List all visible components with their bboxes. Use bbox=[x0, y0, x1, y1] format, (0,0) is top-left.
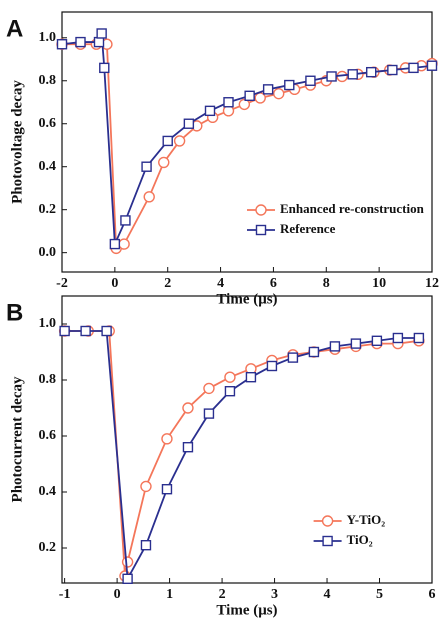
x-tick-label: 10 bbox=[372, 276, 386, 291]
marker bbox=[223, 97, 234, 108]
marker bbox=[245, 372, 257, 383]
marker bbox=[173, 135, 186, 147]
x-tick-label: -2 bbox=[56, 276, 68, 291]
marker bbox=[161, 484, 173, 495]
marker bbox=[96, 28, 107, 39]
x-tick-label: 0 bbox=[111, 276, 118, 291]
marker bbox=[203, 408, 215, 419]
marker bbox=[224, 386, 236, 397]
marker bbox=[141, 161, 152, 172]
marker bbox=[326, 71, 337, 82]
x-tick-label: 4 bbox=[217, 276, 224, 291]
x-tick-label: 2 bbox=[219, 587, 226, 602]
marker bbox=[183, 118, 195, 129]
legend-marker bbox=[255, 224, 267, 236]
x-tick-label: 4 bbox=[324, 587, 331, 602]
x-tick-label: 6 bbox=[429, 587, 436, 602]
y-tick-label: 0.8 bbox=[39, 73, 57, 88]
x-tick-label: 5 bbox=[376, 587, 383, 602]
marker bbox=[266, 360, 278, 372]
marker bbox=[162, 135, 173, 147]
marker bbox=[366, 66, 377, 78]
marker bbox=[143, 191, 155, 203]
marker bbox=[305, 75, 316, 86]
marker bbox=[59, 325, 70, 337]
marker bbox=[387, 64, 398, 76]
marker bbox=[347, 69, 358, 80]
y-tick-label: 1.0 bbox=[39, 30, 57, 45]
x-tick-label: 0 bbox=[114, 587, 121, 602]
marker bbox=[203, 382, 215, 395]
marker bbox=[140, 540, 152, 551]
x-tick-label: 1 bbox=[166, 587, 173, 602]
marker bbox=[80, 325, 91, 337]
marker bbox=[118, 238, 130, 250]
marker bbox=[109, 238, 121, 250]
y-axis-title: Photocurrent decay bbox=[9, 376, 25, 502]
y-tick-label: 0.4 bbox=[39, 159, 57, 174]
legend-text: Y-TiO₂ bbox=[347, 512, 386, 527]
x-tick-label: 3 bbox=[271, 587, 278, 602]
x-tick-label: 6 bbox=[270, 276, 277, 291]
y-tick-label: 0.2 bbox=[39, 540, 57, 555]
marker bbox=[93, 36, 105, 48]
marker bbox=[284, 79, 295, 91]
y-tick-label: 0.6 bbox=[39, 428, 57, 443]
y-tick-label: 0.0 bbox=[39, 245, 57, 260]
series-line bbox=[61, 33, 433, 245]
x-tick-label: -1 bbox=[59, 587, 71, 602]
marker bbox=[413, 332, 425, 344]
y-tick-label: 0.2 bbox=[39, 202, 57, 217]
marker bbox=[426, 60, 438, 71]
marker bbox=[121, 556, 134, 568]
marker bbox=[204, 105, 216, 117]
marker bbox=[408, 62, 419, 74]
marker bbox=[120, 215, 131, 226]
legend-text: Reference bbox=[280, 221, 336, 236]
marker bbox=[75, 36, 86, 48]
marker bbox=[371, 335, 383, 346]
marker bbox=[158, 156, 170, 169]
legend-text: TiO₂ bbox=[347, 532, 373, 547]
marker bbox=[161, 433, 173, 445]
plot-frame bbox=[61, 295, 433, 584]
marker bbox=[56, 39, 68, 50]
y-tick-label: 1.0 bbox=[39, 316, 57, 331]
legend-marker bbox=[255, 204, 267, 216]
panel-label: A bbox=[6, 15, 23, 42]
marker bbox=[273, 87, 285, 100]
marker bbox=[182, 442, 194, 453]
legend-marker bbox=[321, 515, 334, 527]
marker bbox=[262, 84, 274, 95]
y-tick-label: 0.6 bbox=[39, 116, 57, 131]
marker bbox=[99, 62, 110, 74]
marker bbox=[224, 371, 236, 383]
marker bbox=[244, 90, 255, 102]
marker bbox=[101, 325, 112, 337]
x-tick-label: 8 bbox=[323, 276, 330, 291]
y-axis-title: Photovoltage decay bbox=[9, 80, 25, 204]
legend-marker bbox=[322, 535, 333, 547]
y-tick-label: 0.8 bbox=[39, 372, 57, 387]
marker bbox=[350, 338, 362, 349]
marker bbox=[140, 480, 152, 493]
marker bbox=[308, 346, 320, 358]
marker bbox=[392, 332, 404, 344]
x-axis-title: Time (μs) bbox=[216, 291, 277, 307]
x-axis-title: Time (μs) bbox=[216, 602, 277, 618]
panel-label: B bbox=[6, 299, 23, 326]
legend-text: Enhanced re-construction bbox=[280, 201, 425, 216]
marker bbox=[238, 98, 251, 111]
y-tick-label: 0.4 bbox=[39, 484, 57, 499]
marker bbox=[122, 573, 133, 584]
x-tick-label: 12 bbox=[425, 276, 439, 291]
x-tick-label: 2 bbox=[164, 276, 171, 291]
marker bbox=[182, 402, 194, 414]
marker bbox=[329, 341, 341, 352]
plot-frame bbox=[61, 11, 433, 273]
marker bbox=[287, 352, 299, 363]
